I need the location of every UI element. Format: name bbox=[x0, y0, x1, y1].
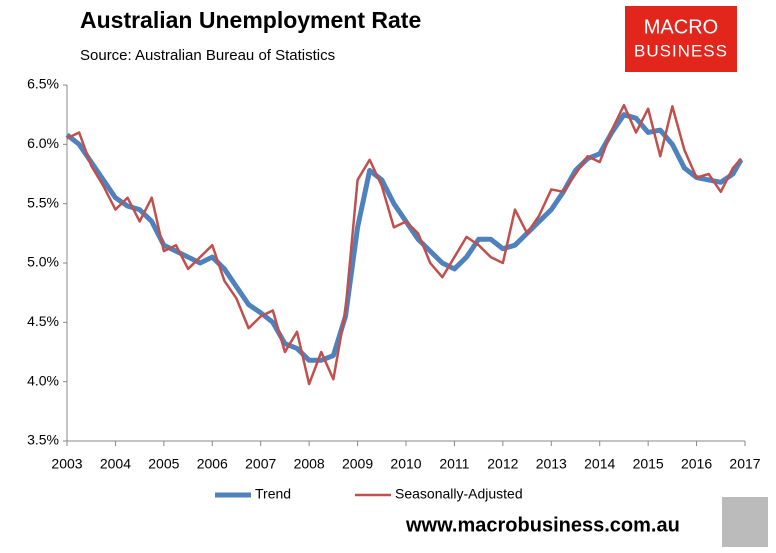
series-line bbox=[66, 103, 743, 386]
x-tick-label: 2017 bbox=[729, 456, 760, 472]
x-tick-label: 2005 bbox=[148, 456, 179, 472]
x-tick-label: 2010 bbox=[390, 456, 421, 472]
x-tick-label: 2004 bbox=[100, 456, 131, 472]
legend-label: Seasonally-Adjusted bbox=[395, 486, 523, 502]
y-tick-label: 4.5% bbox=[27, 313, 59, 329]
x-tick-label: 2008 bbox=[294, 456, 325, 472]
y-tick-label: 6.0% bbox=[27, 135, 59, 151]
x-tick-label: 2016 bbox=[681, 456, 712, 472]
x-tick-label: 2009 bbox=[342, 456, 373, 472]
footer-url: www.macrobusiness.com.au bbox=[405, 514, 680, 536]
x-tick-label: 2007 bbox=[245, 456, 276, 472]
y-tick-label: 5.5% bbox=[27, 194, 59, 210]
logo-box bbox=[625, 6, 737, 72]
x-tick-label: 2003 bbox=[51, 456, 82, 472]
y-tick-label: 3.5% bbox=[27, 432, 59, 448]
logo-text: BUSINESS bbox=[634, 41, 728, 60]
chart-title: Australian Unemployment Rate bbox=[80, 7, 421, 33]
y-tick-label: 6.5% bbox=[27, 76, 59, 92]
x-tick-label: 2013 bbox=[536, 456, 567, 472]
wolf-icon bbox=[722, 497, 768, 547]
y-tick-label: 5.0% bbox=[27, 254, 59, 270]
chart-subtitle: Source: Australian Bureau of Statistics bbox=[80, 47, 335, 64]
x-tick-label: 2011 bbox=[439, 456, 469, 472]
x-tick-label: 2012 bbox=[487, 456, 518, 472]
x-tick-label: 2015 bbox=[633, 456, 664, 472]
x-tick-label: 2014 bbox=[584, 456, 615, 472]
legend-label: Trend bbox=[255, 486, 291, 502]
x-tick-label: 2006 bbox=[197, 456, 228, 472]
series-line bbox=[65, 112, 744, 363]
logo-text: MACRO bbox=[644, 16, 718, 38]
y-tick-label: 4.0% bbox=[27, 372, 59, 388]
